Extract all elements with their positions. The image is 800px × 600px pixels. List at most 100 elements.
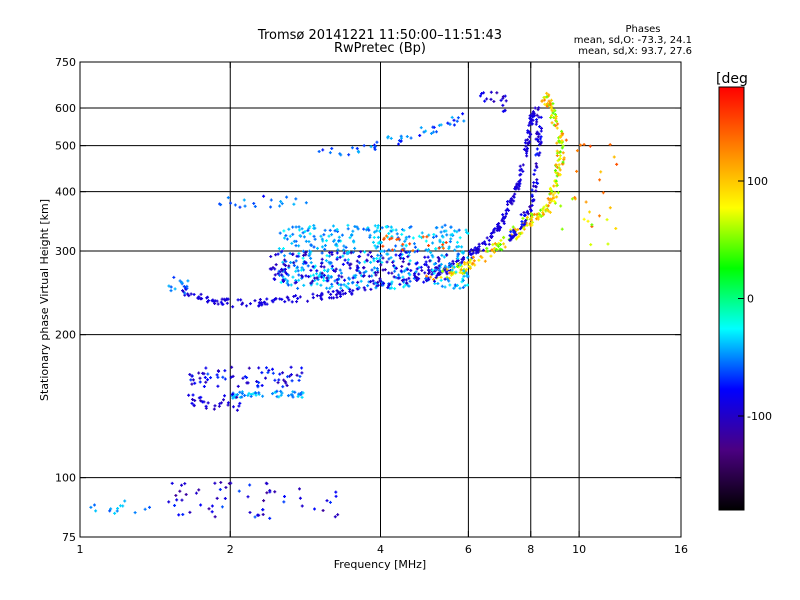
data-point — [393, 269, 397, 273]
data-point — [396, 276, 400, 280]
data-point — [269, 205, 273, 209]
data-point — [380, 260, 384, 264]
data-point — [252, 201, 256, 205]
data-point — [518, 180, 522, 184]
data-point — [601, 191, 605, 195]
data-point — [392, 275, 396, 279]
data-point — [202, 385, 206, 389]
data-point — [385, 252, 389, 256]
data-point — [297, 244, 301, 248]
data-point — [498, 247, 502, 251]
data-point — [605, 218, 609, 222]
data-point — [221, 375, 225, 379]
data-point — [344, 245, 348, 249]
data-point — [367, 274, 371, 278]
data-point — [306, 264, 310, 268]
data-point — [575, 169, 579, 173]
data-point — [374, 246, 378, 250]
data-point — [319, 234, 323, 238]
data-point — [294, 294, 298, 298]
data-point — [351, 280, 355, 284]
data-point — [219, 401, 223, 405]
data-point — [278, 231, 282, 235]
data-point — [434, 234, 438, 238]
y-axis-label: Stationary phase Virtual Height [km] — [38, 199, 51, 401]
data-point — [466, 283, 470, 287]
data-point — [276, 381, 280, 385]
data-point — [525, 154, 529, 158]
data-point — [198, 380, 202, 384]
data-point — [330, 253, 334, 257]
data-point — [355, 283, 359, 287]
data-point — [334, 267, 338, 271]
data-point — [362, 227, 366, 231]
data-point — [355, 287, 359, 291]
data-point — [493, 227, 497, 231]
data-point — [291, 252, 295, 256]
data-point — [241, 376, 245, 380]
data-point — [547, 209, 551, 213]
data-point — [399, 139, 403, 143]
data-point — [223, 496, 227, 500]
data-point — [455, 119, 459, 123]
data-point — [526, 212, 530, 216]
data-point — [461, 112, 465, 116]
data-point — [285, 237, 289, 241]
data-point — [401, 248, 405, 252]
data-point — [390, 248, 394, 252]
data-point — [366, 284, 370, 288]
data-point — [306, 299, 310, 303]
data-point — [332, 296, 336, 300]
data-point — [280, 268, 284, 272]
data-point — [407, 276, 411, 280]
data-point — [238, 390, 242, 394]
data-point — [495, 223, 499, 227]
data-point — [435, 266, 439, 270]
data-point — [210, 299, 214, 303]
data-point — [284, 381, 288, 385]
data-point — [517, 187, 521, 191]
data-point — [414, 270, 418, 274]
data-point — [373, 144, 377, 148]
data-point — [553, 191, 557, 195]
data-point — [367, 228, 371, 232]
x-tick-label: 4 — [377, 543, 384, 556]
data-point — [203, 375, 207, 379]
data-point — [335, 289, 339, 293]
data-point — [442, 255, 446, 259]
data-point — [533, 168, 537, 172]
data-point — [320, 237, 324, 241]
data-point — [303, 251, 307, 255]
data-point — [461, 286, 465, 290]
data-point — [469, 258, 473, 262]
data-point — [426, 255, 430, 259]
data-point — [554, 124, 558, 128]
data-point — [489, 254, 493, 258]
data-point — [390, 286, 394, 290]
data-point — [167, 284, 171, 288]
data-point — [313, 226, 317, 230]
data-point — [341, 292, 345, 296]
data-point — [427, 272, 431, 276]
data-point — [535, 138, 539, 142]
data-point — [407, 250, 411, 254]
data-point — [190, 374, 194, 378]
data-point — [298, 496, 302, 500]
data-point — [371, 240, 375, 244]
data-point — [283, 267, 287, 271]
data-point — [296, 394, 300, 398]
data-point — [212, 407, 216, 411]
data-point — [557, 136, 561, 140]
data-point — [559, 204, 563, 208]
data-point — [335, 228, 339, 232]
data-point — [331, 224, 335, 228]
data-point — [480, 92, 484, 96]
data-point — [280, 273, 284, 277]
data-point — [177, 513, 181, 517]
data-point — [298, 234, 302, 238]
data-point — [199, 297, 203, 301]
data-point — [445, 253, 449, 257]
data-point — [443, 223, 447, 227]
data-point — [243, 393, 247, 397]
data-point — [294, 244, 298, 248]
